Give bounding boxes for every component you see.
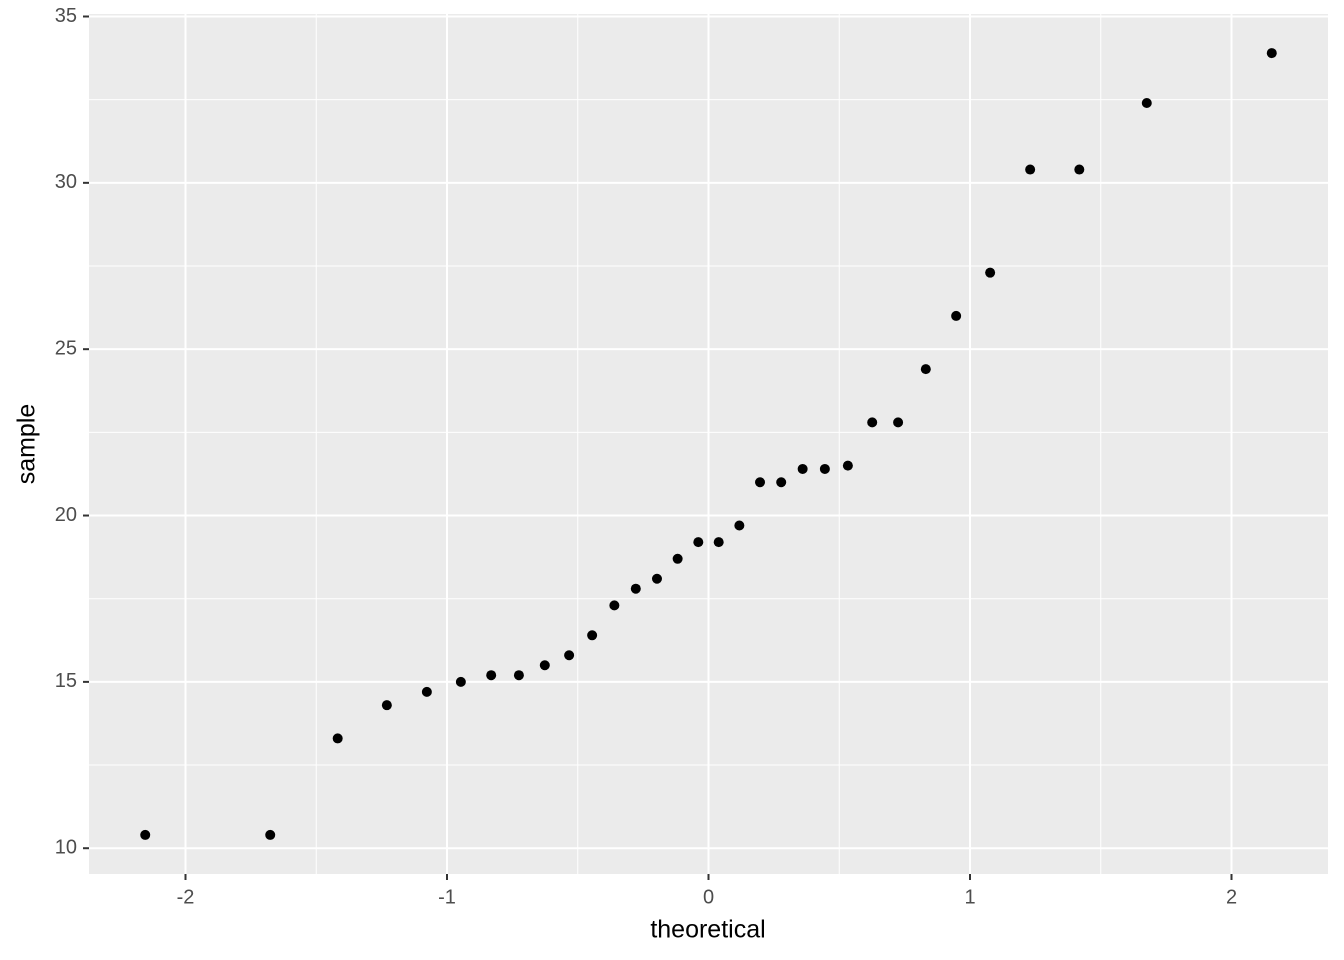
x-axis-title: theoretical xyxy=(650,916,765,944)
point xyxy=(651,573,662,584)
point xyxy=(587,630,598,641)
point xyxy=(672,553,683,564)
point xyxy=(609,600,620,611)
point xyxy=(513,670,524,681)
grid xyxy=(89,14,1328,874)
points xyxy=(140,48,1277,840)
point xyxy=(539,660,550,671)
point xyxy=(755,477,766,488)
point xyxy=(797,463,808,474)
x-tick-label: -2 xyxy=(177,886,195,908)
point xyxy=(819,463,830,474)
point xyxy=(1025,164,1036,175)
y-tick-label: 30 xyxy=(55,171,77,193)
point xyxy=(867,417,878,428)
point xyxy=(564,650,575,661)
point xyxy=(1266,48,1277,59)
point xyxy=(734,520,745,531)
point xyxy=(332,733,343,744)
point xyxy=(265,829,276,840)
y-tick-label: 20 xyxy=(55,504,77,526)
point xyxy=(1141,97,1152,108)
y-tick-label: 35 xyxy=(55,5,77,27)
point xyxy=(455,676,466,687)
point xyxy=(1074,164,1085,175)
y-tick-label: 25 xyxy=(55,337,77,359)
y-axis-title: sample xyxy=(13,404,41,485)
point xyxy=(893,417,904,428)
x-tick-label: 2 xyxy=(1226,886,1237,908)
x-tick-label: -1 xyxy=(438,886,456,908)
point xyxy=(985,267,996,278)
point xyxy=(842,460,853,471)
x-tick-label: 0 xyxy=(703,886,714,908)
point xyxy=(381,700,392,711)
point xyxy=(776,477,787,488)
point xyxy=(951,310,962,321)
point xyxy=(713,537,724,548)
y-tick-label: 15 xyxy=(55,670,77,692)
point xyxy=(920,364,931,375)
y-tick-label: 10 xyxy=(55,836,77,858)
point xyxy=(421,686,432,697)
point xyxy=(630,583,641,594)
x-tick-label: 1 xyxy=(964,886,975,908)
point xyxy=(693,537,704,548)
point xyxy=(486,670,497,681)
point xyxy=(140,829,151,840)
